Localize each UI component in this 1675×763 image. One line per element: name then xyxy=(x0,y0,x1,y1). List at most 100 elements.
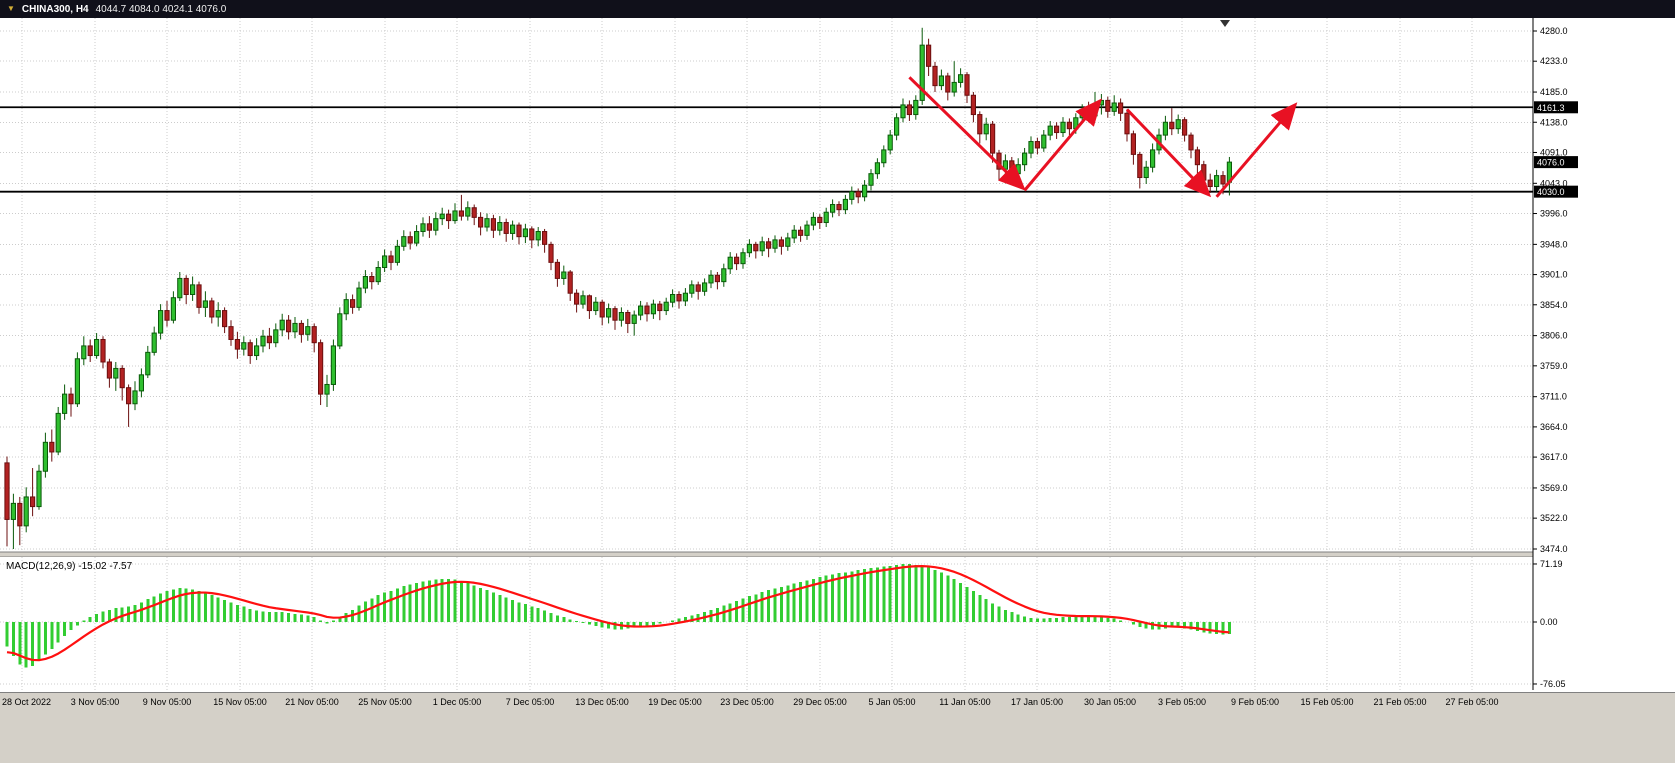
candle xyxy=(1054,122,1060,139)
chart-title-bar: ▼ CHINA300, H4 4044.7 4084.0 4024.1 4076… xyxy=(0,0,1675,18)
candle xyxy=(804,220,810,240)
trend-arrow xyxy=(1023,98,1103,192)
trend-arrows[interactable] xyxy=(908,76,1298,198)
candle xyxy=(74,352,81,407)
price-tag: 4161.3 xyxy=(1534,101,1578,114)
svg-text:4233.0: 4233.0 xyxy=(1540,56,1568,66)
candle xyxy=(439,207,445,226)
candle xyxy=(740,248,746,269)
candle xyxy=(305,318,311,341)
candle xyxy=(318,339,324,406)
macd-label: MACD(12,26,9) -15.02 -7.57 xyxy=(6,561,133,572)
candle xyxy=(599,299,605,326)
candle xyxy=(535,227,541,247)
candle xyxy=(81,336,87,366)
main-chart-panel[interactable] xyxy=(0,18,1533,552)
candle xyxy=(4,456,10,547)
candle xyxy=(369,272,375,290)
candle xyxy=(260,329,266,353)
svg-text:3711.0: 3711.0 xyxy=(1540,392,1567,402)
svg-text:4280.0: 4280.0 xyxy=(1540,26,1568,36)
candle xyxy=(113,361,119,391)
candle xyxy=(106,358,113,388)
candle xyxy=(638,300,644,321)
candle xyxy=(862,180,868,202)
candle xyxy=(567,270,573,301)
x-axis-label: 27 Feb 05:00 xyxy=(1445,697,1499,707)
svg-text:4076.0: 4076.0 xyxy=(1537,158,1565,168)
candle xyxy=(894,113,900,141)
x-axis-label: 13 Dec 05:00 xyxy=(575,697,629,707)
candle xyxy=(1143,160,1149,184)
candle xyxy=(926,38,932,76)
x-axis-label: 7 Dec 05:00 xyxy=(505,697,555,707)
candle xyxy=(170,291,177,324)
candle xyxy=(497,216,503,236)
candle xyxy=(734,253,740,271)
candle xyxy=(970,92,976,123)
candle xyxy=(279,313,285,337)
candle xyxy=(151,326,157,356)
price-tag: 4076.0 xyxy=(1534,156,1578,169)
candle xyxy=(766,237,772,258)
price-axis[interactable] xyxy=(1533,18,1675,690)
candle xyxy=(17,496,23,546)
candle xyxy=(708,270,714,289)
candle xyxy=(458,194,464,221)
candle xyxy=(183,275,189,305)
x-axis-label: 15 Feb 05:00 xyxy=(1300,697,1354,707)
candle xyxy=(414,225,420,247)
candle xyxy=(1066,118,1073,136)
candle xyxy=(10,493,16,549)
svg-text:3522.0: 3522.0 xyxy=(1540,513,1568,523)
candle xyxy=(1124,109,1130,142)
candle xyxy=(356,281,362,311)
macd-panel[interactable] xyxy=(0,557,1533,690)
candle xyxy=(958,68,964,88)
candle xyxy=(330,339,336,391)
time-axis[interactable]: 28 Oct 2022 3 Nov 05:00 9 Nov 05:00 15 Nov … xyxy=(0,692,1675,763)
svg-text:3617.0: 3617.0 xyxy=(1540,452,1568,462)
candle xyxy=(932,61,938,93)
candle xyxy=(510,220,516,240)
candle xyxy=(913,95,919,120)
candle xyxy=(516,222,522,245)
candle xyxy=(580,290,586,309)
candle xyxy=(426,216,432,238)
candle xyxy=(100,336,106,369)
candle xyxy=(1041,129,1047,152)
candle xyxy=(791,225,797,244)
candle xyxy=(292,316,298,339)
candle xyxy=(126,384,132,427)
candle xyxy=(670,289,676,308)
candle xyxy=(881,145,887,168)
candle xyxy=(657,300,663,321)
chart-canvas[interactable]: MACD(12,26,9) -15.02 -7.57 4280.0 4233.0 41… xyxy=(0,18,1675,692)
candle xyxy=(522,223,528,244)
candle xyxy=(343,293,349,321)
candle xyxy=(138,368,145,398)
candle xyxy=(1060,117,1066,138)
symbol-period-label: CHINA300, H4 xyxy=(21,3,89,15)
candle xyxy=(234,331,241,359)
candle xyxy=(586,294,592,319)
panel-separator[interactable] xyxy=(0,552,1675,557)
candle xyxy=(1214,169,1220,192)
candle xyxy=(1175,114,1181,134)
svg-text:0.00: 0.00 xyxy=(1540,617,1558,627)
candle xyxy=(823,207,829,228)
candle xyxy=(695,281,701,300)
candle xyxy=(977,111,983,144)
candle xyxy=(1034,137,1041,155)
svg-text:3996.0: 3996.0 xyxy=(1540,209,1568,219)
candle xyxy=(625,309,631,334)
candle xyxy=(42,432,48,478)
candle xyxy=(388,250,394,271)
candle xyxy=(689,280,695,298)
candle xyxy=(855,188,861,204)
candle xyxy=(324,374,330,407)
candle xyxy=(394,239,400,266)
candle xyxy=(87,339,93,362)
x-axis-label: 9 Nov 05:00 xyxy=(142,697,192,707)
